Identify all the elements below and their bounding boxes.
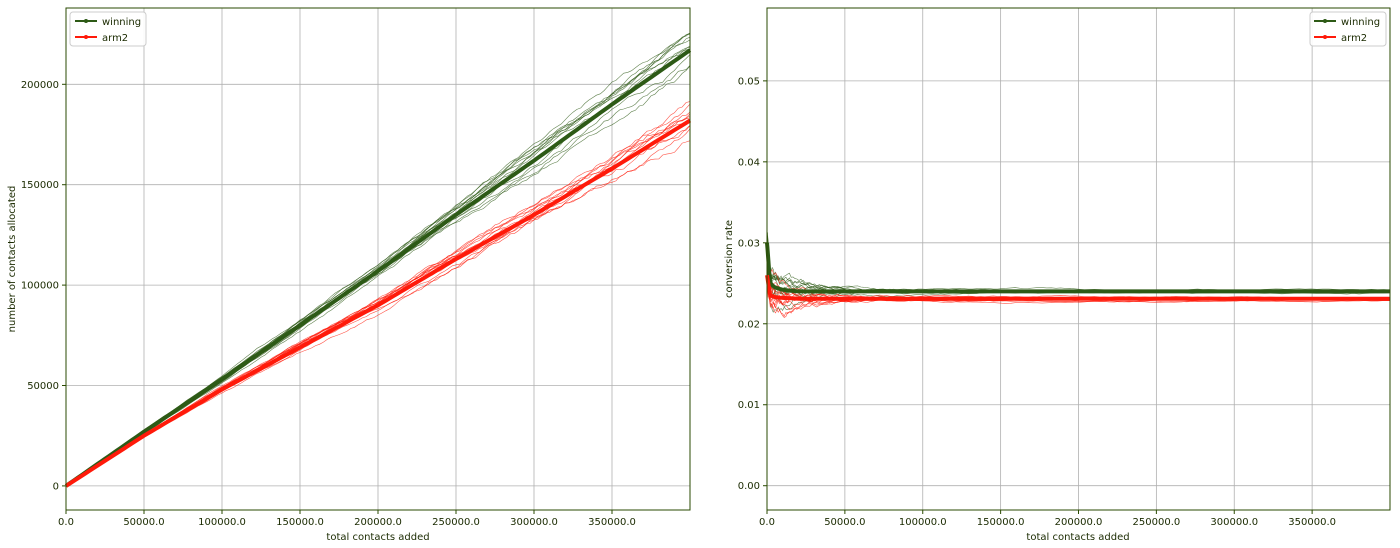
allocation-y-tick-label: 200000 bbox=[21, 80, 59, 91]
conversion-series-line-winning bbox=[765, 242, 1390, 294]
allocation-x-tick-label: 150000.0 bbox=[276, 517, 324, 528]
conversion-chart-y-label: conversion rate bbox=[724, 220, 735, 298]
allocation-legend-winning-marker bbox=[84, 19, 88, 23]
conversion-y-tick-label: 0.02 bbox=[738, 319, 760, 330]
conversion-chart-grid bbox=[766, 8, 1390, 510]
conversion-y-tick-label: 0.04 bbox=[738, 157, 760, 168]
conversion-chart-y-ticks: 0.00 0.01 0.02 0.03 0.04 0.05 bbox=[738, 76, 767, 492]
allocation-x-tick-label: 200000.0 bbox=[354, 517, 402, 528]
allocation-chart-x-label: total contacts added bbox=[326, 532, 429, 543]
conversion-x-tick-label: 350000.0 bbox=[1288, 517, 1336, 528]
allocation-x-tick-label: 0.0 bbox=[58, 517, 74, 528]
conversion-chart-series bbox=[765, 242, 1390, 301]
allocation-legend-winning-label: winning bbox=[102, 17, 141, 28]
allocation-y-tick-label: 150000 bbox=[21, 180, 59, 191]
conversion-chart-x-label: total contacts added bbox=[1026, 532, 1129, 543]
allocation-x-tick-label: 300000.0 bbox=[510, 517, 558, 528]
conversion-y-tick-label: 0.05 bbox=[738, 76, 760, 87]
allocation-series-line-winning bbox=[64, 48, 692, 488]
allocation-x-tick-label: 50000.0 bbox=[123, 517, 164, 528]
conversion-x-tick-label: 150000.0 bbox=[977, 517, 1025, 528]
allocation-x-tick-label: 350000.0 bbox=[588, 517, 636, 528]
conversion-legend-winning-label: winning bbox=[1341, 17, 1380, 28]
allocation-chart-series bbox=[64, 48, 692, 488]
allocation-series-line-arm2 bbox=[64, 118, 692, 488]
conversion-x-tick-label: 200000.0 bbox=[1055, 517, 1103, 528]
allocation-x-tick-label: 250000.0 bbox=[432, 517, 480, 528]
allocation-chart-legend: winning arm2 bbox=[69, 11, 147, 47]
conversion-legend-arm2-label: arm2 bbox=[1341, 33, 1367, 44]
allocation-legend-arm2-label: arm2 bbox=[102, 33, 128, 44]
conversion-x-tick-label: 0.0 bbox=[759, 517, 775, 528]
conversion-x-tick-label: 300000.0 bbox=[1210, 517, 1258, 528]
allocation-chart-y-label: number of contacts allocated bbox=[7, 186, 18, 333]
allocation-chart-y-ticks: 0 50000 100000 150000 200000 bbox=[21, 80, 66, 492]
conversion-x-tick-label: 100000.0 bbox=[899, 517, 947, 528]
conversion-y-tick-label: 0.03 bbox=[738, 238, 760, 249]
allocation-chart-grid bbox=[65, 8, 690, 510]
conversion-y-tick-label: 0.00 bbox=[738, 481, 760, 492]
allocation-y-tick-label: 0 bbox=[53, 481, 59, 492]
conversion-x-tick-label: 250000.0 bbox=[1133, 517, 1181, 528]
conversion-series-line-arm2 bbox=[765, 274, 1390, 301]
conversion-legend-winning-marker bbox=[1323, 19, 1327, 23]
allocation-y-tick-label: 50000 bbox=[27, 381, 59, 392]
allocation-legend-arm2-marker bbox=[84, 35, 88, 39]
conversion-chart-x-ticks: 0.0 50000.0 100000.0 150000.0 200000.0 250000… bbox=[759, 510, 1336, 528]
conversion-y-tick-label: 0.01 bbox=[738, 400, 760, 411]
conversion-chart-legend: winning arm2 bbox=[1309, 11, 1387, 47]
allocation-y-tick-label: 100000 bbox=[21, 281, 59, 292]
conversion-chart: 0.0 50000.0 100000.0 150000.0 200000.0 250000… bbox=[724, 7, 1391, 543]
allocation-chart-x-ticks: 0.0 50000.0 100000.0 150000.0 200000.0 250000… bbox=[58, 510, 636, 528]
conversion-legend-arm2-marker bbox=[1323, 35, 1327, 39]
conversion-x-tick-label: 50000.0 bbox=[824, 517, 865, 528]
allocation-chart: 0.0 50000.0 100000.0 150000.0 200000.0 250000… bbox=[7, 7, 692, 543]
allocation-x-tick-label: 100000.0 bbox=[198, 517, 246, 528]
